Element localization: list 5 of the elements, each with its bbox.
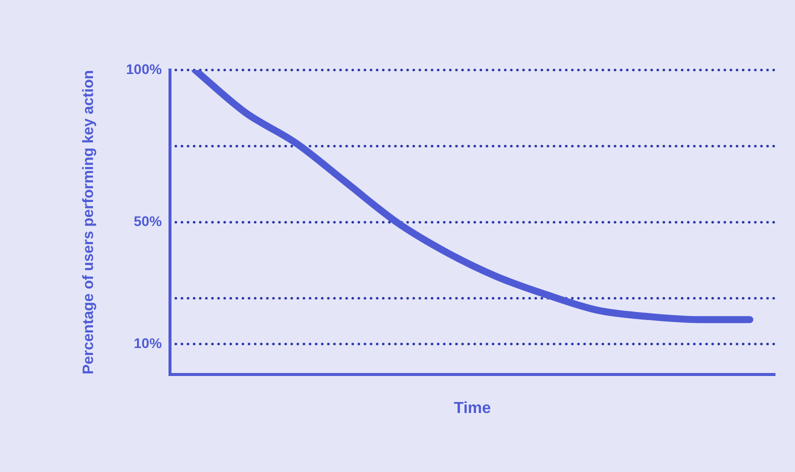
y-axis-title: Percentage of users performing key action (80, 70, 98, 374)
y-tick-label: 10% (134, 334, 162, 351)
y-tick-label: 50% (134, 213, 162, 230)
x-axis-title: Time (454, 400, 492, 417)
y-tick-label: 100% (126, 60, 162, 77)
